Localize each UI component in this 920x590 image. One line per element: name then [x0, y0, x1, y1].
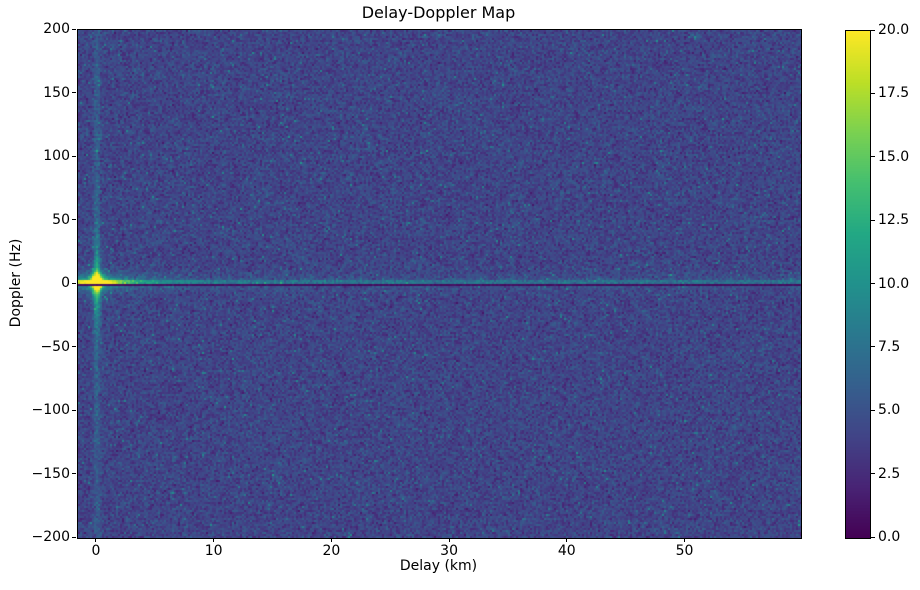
y-tick-label: 150 — [43, 84, 70, 101]
colorbar-tick-label: 12.5 — [878, 212, 910, 229]
colorbar-tick-label: 5.0 — [878, 402, 901, 419]
x-tick-label: 30 — [440, 543, 458, 559]
heatmap-canvas — [78, 30, 801, 538]
chart-title: Delay-Doppler Map — [361, 3, 516, 22]
colorbar-tick-label: 20.0 — [878, 22, 910, 38]
x-tick-label: 20 — [322, 543, 341, 559]
colorbar-tick-mark — [871, 409, 875, 411]
colorbar-tick-label: 2.5 — [878, 465, 901, 482]
colorbar-gradient — [846, 31, 870, 538]
colorbar-tick-mark — [871, 219, 875, 221]
colorbar-tick-mark — [871, 473, 875, 475]
y-tick-mark — [72, 28, 76, 30]
x-tick-label: 50 — [675, 543, 694, 559]
x-axis-label: Delay (km) — [399, 558, 478, 574]
x-tick-label: 0 — [91, 543, 101, 559]
y-tick-mark — [72, 92, 76, 93]
colorbar-tick-label: 17.5 — [878, 85, 910, 102]
y-tick-label: 0 — [61, 275, 70, 291]
x-tick-label: 40 — [557, 543, 576, 559]
y-tick-label: −150 — [31, 465, 70, 482]
colorbar-tick-label: 0.0 — [878, 529, 901, 545]
colorbar-tick-label: 10.0 — [878, 275, 910, 292]
colorbar-tick-mark — [871, 536, 875, 538]
x-tick-mark — [213, 538, 215, 542]
heatmap-plot-area — [77, 29, 802, 539]
colorbar-tick-label: 7.5 — [878, 338, 901, 355]
y-tick-mark — [72, 155, 76, 157]
y-tick-label: −50 — [40, 338, 70, 355]
y-tick-label: 100 — [43, 148, 70, 164]
colorbar-tick-mark — [871, 346, 875, 348]
x-tick-mark — [330, 538, 332, 542]
y-tick-mark — [72, 473, 76, 474]
y-tick-mark — [72, 536, 76, 538]
x-tick-label: 10 — [204, 543, 223, 559]
x-tick-mark — [684, 538, 686, 542]
y-tick-mark — [72, 282, 76, 284]
colorbar — [845, 30, 871, 539]
x-tick-mark — [566, 538, 568, 542]
y-tick-mark — [72, 219, 76, 220]
y-tick-label: 50 — [52, 211, 70, 228]
y-tick-label: 200 — [43, 21, 70, 37]
colorbar-tick-mark — [871, 29, 875, 31]
x-tick-mark — [95, 538, 97, 542]
colorbar-tick-mark — [871, 156, 875, 158]
y-tick-mark — [72, 346, 76, 347]
x-tick-mark — [448, 538, 450, 542]
y-tick-label: −100 — [31, 402, 70, 418]
y-tick-mark — [72, 409, 76, 411]
colorbar-tick-mark — [871, 92, 875, 94]
y-tick-label: −200 — [31, 529, 70, 545]
colorbar-tick-label: 15.0 — [878, 148, 910, 165]
colorbar-tick-mark — [871, 283, 875, 284]
